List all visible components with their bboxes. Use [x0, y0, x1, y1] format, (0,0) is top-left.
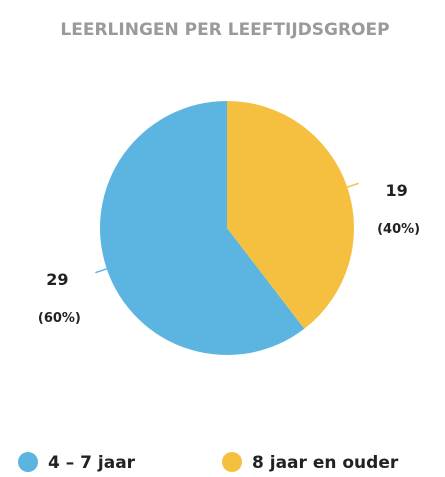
percent-label: (60%): [38, 311, 81, 326]
leader-line: [95, 267, 109, 274]
leader-line: [345, 182, 359, 189]
legend-label: 8 jaar en ouder: [252, 453, 399, 473]
chart-title: LEERLINGEN PER LEEFTIJDSGROEP: [60, 20, 389, 40]
legend-label: 4 – 7 jaar: [48, 453, 136, 473]
percent-label: (40%): [377, 222, 420, 237]
legend-marker: [18, 452, 38, 472]
data-label: 19: [385, 181, 407, 200]
pie-slice: [99, 101, 305, 356]
pie-slice: [227, 101, 354, 329]
data-label: 29: [46, 270, 68, 289]
legend-marker: [222, 452, 242, 472]
